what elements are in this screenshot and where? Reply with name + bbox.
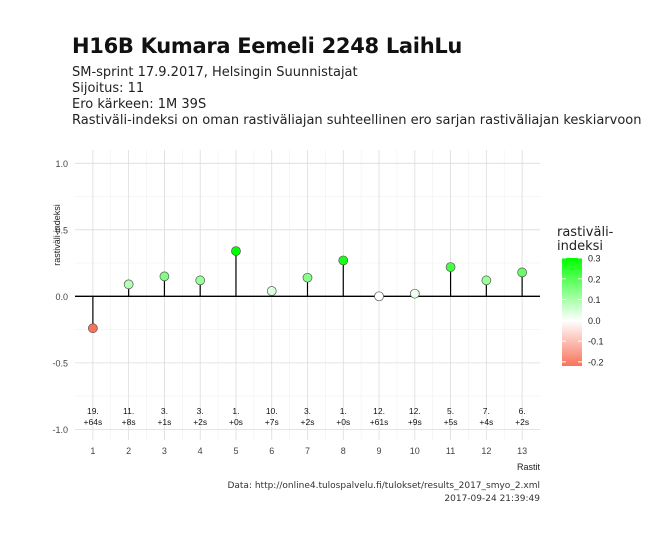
subtitle-placement: Sijoitus: 11 <box>72 81 145 96</box>
x-tick-label: 13 <box>517 446 527 456</box>
lollipop-point <box>123 279 134 290</box>
rank-label: 10. <box>266 406 278 416</box>
legend-tick-label: -0.2 <box>588 357 604 367</box>
lollipop-point <box>231 246 241 256</box>
time-diff-label: +64s <box>84 417 103 427</box>
rank-label: 11. <box>123 406 134 416</box>
lollipop-point <box>302 272 313 283</box>
y-tick-label: 1.0 <box>55 159 68 169</box>
y-tick-label: -1.0 <box>52 425 68 435</box>
x-tick-label: 7 <box>305 446 310 456</box>
rank-label: 3. <box>197 406 204 416</box>
lollipop-point <box>159 271 170 282</box>
x-tick-label: 3 <box>162 446 167 456</box>
x-tick-label: 12 <box>481 446 491 456</box>
time-diff-label: +61s <box>370 417 389 427</box>
legend-title: rastiväli- indeksi <box>557 226 627 254</box>
rank-label: 6. <box>519 406 526 416</box>
time-diff-label: +9s <box>408 417 422 427</box>
rank-label: 12. <box>409 406 421 416</box>
lollipop-point <box>195 275 206 286</box>
time-diff-label: +7s <box>265 417 279 427</box>
lollipop-point <box>374 291 384 302</box>
x-axis-title: Rastit <box>517 462 541 472</box>
x-tick-label: 6 <box>269 446 274 456</box>
time-diff-label: +0s <box>336 417 350 427</box>
rank-label: 12. <box>373 406 385 416</box>
x-tick-label: 5 <box>233 446 238 456</box>
y-tick-label: 0.0 <box>55 292 68 302</box>
y-axis-title: rastiväli-indeksi <box>52 204 62 266</box>
lollipop-point <box>88 323 98 334</box>
rank-label: 19. <box>87 406 99 416</box>
x-tick-label: 8 <box>341 446 346 456</box>
time-diff-label: +2s <box>301 417 315 427</box>
lollipop-point <box>266 286 277 296</box>
x-tick-label: 9 <box>377 446 382 456</box>
legend-tick-label: -0.1 <box>588 337 604 347</box>
legend-colorbar <box>562 258 582 366</box>
legend-tick-label: 0.2 <box>588 274 601 284</box>
x-tick-label: 1 <box>90 446 95 456</box>
time-diff-label: +2s <box>515 417 529 427</box>
time-diff-label: +1s <box>157 417 171 427</box>
y-tick-label: -0.5 <box>52 358 68 368</box>
time-diff-label: +2s <box>193 417 207 427</box>
x-tick-label: 10 <box>410 446 420 456</box>
rank-label: 3. <box>304 406 311 416</box>
subtitle-event: SM-sprint 17.9.2017, Helsingin Suunnista… <box>72 65 358 80</box>
time-diff-label: +5s <box>444 417 458 427</box>
lollipop-point <box>338 255 349 266</box>
subtitle-description: Rastiväli-indeksi on oman rastiväliajan … <box>72 113 642 128</box>
rank-label: 3. <box>161 406 168 416</box>
time-diff-label: +0s <box>229 417 243 427</box>
legend-title-line2: indeksi <box>557 239 604 254</box>
legend-title-line1: rastiväli- <box>557 225 614 240</box>
lollipop-point <box>517 267 527 278</box>
x-tick-label: 4 <box>198 446 203 456</box>
data-source-caption: Data: http://online4.tulospalvelu.fi/tul… <box>227 481 540 491</box>
chart-title: H16B Kumara Eemeli 2248 LaihLu <box>72 34 463 58</box>
time-diff-label: +4s <box>479 417 493 427</box>
lollipop-point <box>409 288 420 299</box>
time-diff-label: +8s <box>122 417 136 427</box>
timestamp-caption: 2017-09-24 21:39:49 <box>444 494 540 504</box>
subtitle-gap-to-leader: Ero kärkeen: 1M 39S <box>72 97 207 112</box>
rank-label: 7. <box>483 406 490 416</box>
legend-tick-label: 0.0 <box>588 316 601 326</box>
x-tick-label: 2 <box>126 446 131 456</box>
rank-label: 1. <box>232 406 239 416</box>
rank-label: 1. <box>340 406 347 416</box>
legend-tick-label: 0.3 <box>588 254 601 264</box>
lollipop-point <box>481 275 492 286</box>
legend-tick-label: 0.1 <box>588 295 601 305</box>
lollipop-point <box>445 262 456 272</box>
y-tick-label: 0.5 <box>55 225 68 235</box>
x-tick-label: 11 <box>446 446 455 456</box>
rank-label: 5. <box>447 406 454 416</box>
